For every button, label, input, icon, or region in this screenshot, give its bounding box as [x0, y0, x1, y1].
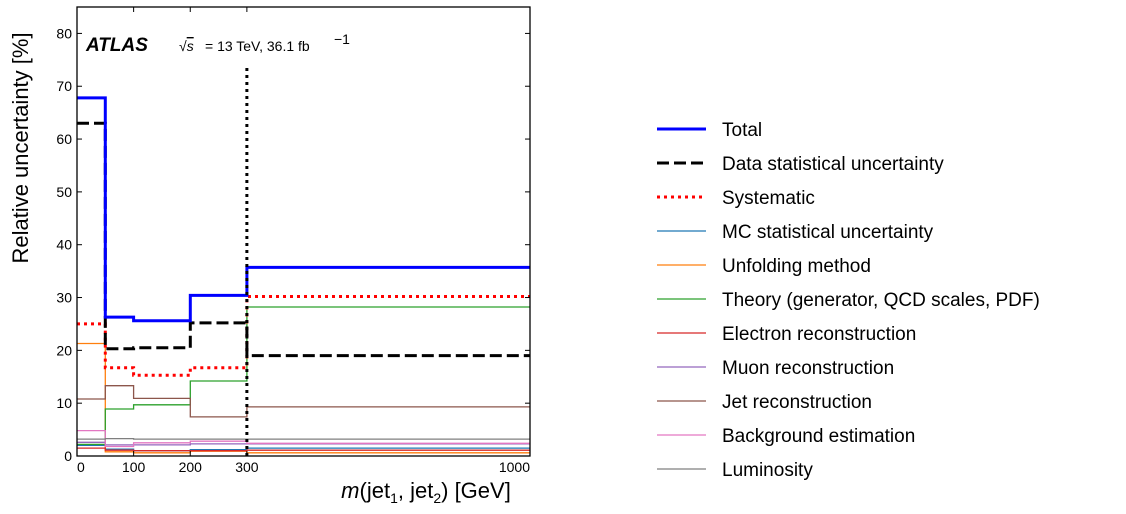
legend-item-total: Total	[657, 120, 762, 141]
x-axis-title: m(jet1, jet2) [GeV]	[341, 478, 511, 506]
legend-item-electron-reconstruction: Electron reconstruction	[657, 324, 916, 345]
legend-item-systematic: Systematic	[657, 188, 815, 209]
y-tick-label: 50	[56, 184, 72, 200]
legend-label: Luminosity	[722, 460, 813, 481]
legend-item-jet-reconstruction: Jet reconstruction	[657, 392, 872, 413]
legend-label: Data statistical uncertainty	[722, 154, 944, 175]
atlas-label: ATLAS	[85, 35, 148, 56]
legend-item-unfolding-method: Unfolding method	[657, 256, 871, 277]
series-line-electron-reconstruction	[77, 447, 530, 452]
series-line-systematic	[77, 295, 530, 377]
legend-label: Electron reconstruction	[722, 324, 916, 345]
x-tick-label: 1000	[499, 459, 530, 475]
legend-item-theory-generator-qcd-scales-pdf: Theory (generator, QCD scales, PDF)	[657, 290, 1040, 311]
legend-item-mc-statistical-uncertainty: MC statistical uncertainty	[657, 222, 934, 243]
legend-item-background-estimation: Background estimation	[657, 426, 915, 447]
legend-label: Background estimation	[722, 426, 915, 447]
series-line-luminosity	[77, 437, 530, 440]
y-tick-label: 0	[64, 448, 72, 464]
series-line-total	[77, 96, 530, 323]
legend-label: Unfolding method	[722, 256, 871, 277]
sqrt-s-symbol: √s	[179, 38, 194, 54]
energy-text: = 13 TeV, 36.1 fb	[205, 38, 310, 54]
legend-label: MC statistical uncertainty	[722, 222, 934, 243]
legend-item-muon-reconstruction: Muon reconstruction	[657, 358, 894, 379]
y-tick-label: 60	[56, 131, 72, 147]
plot-frame	[76, 6, 531, 457]
y-tick-label: 70	[56, 78, 72, 94]
x-tick-label: 100	[122, 459, 146, 475]
y-tick-label: 30	[56, 290, 72, 306]
series-layer	[77, 96, 530, 454]
y-tick-label: 10	[56, 395, 72, 411]
legend-label: Jet reconstruction	[722, 392, 872, 413]
legend-item-luminosity: Luminosity	[657, 460, 813, 481]
x-tick-label: 0	[77, 459, 85, 475]
legend-label: Systematic	[722, 188, 815, 209]
y-axis-title: Relative uncertainty [%]	[8, 32, 33, 263]
legend: Total Data statistical uncertainty Systema…	[657, 120, 1040, 481]
y-tick-label: 40	[56, 237, 72, 253]
y-axis: 0 10 20 30 40 50 60 70 80	[56, 25, 530, 464]
x-axis: 0 100 200 300 1000	[76, 7, 531, 475]
energy-label: √s = 13 TeV, 36.1 fb −1	[179, 31, 350, 54]
y-tick-label: 80	[56, 25, 72, 41]
legend-item-data-statistical-uncertainty: Data statistical uncertainty	[657, 154, 944, 175]
series-line-jet-reconstruction	[77, 385, 530, 418]
energy-superscript: −1	[334, 31, 350, 47]
legend-label: Theory (generator, QCD scales, PDF)	[722, 290, 1040, 311]
x-tick-label: 200	[179, 459, 203, 475]
legend-label: Total	[722, 120, 762, 141]
x-tick-label: 300	[235, 459, 259, 475]
y-tick-label: 20	[56, 342, 72, 358]
legend-label: Muon reconstruction	[722, 358, 894, 379]
